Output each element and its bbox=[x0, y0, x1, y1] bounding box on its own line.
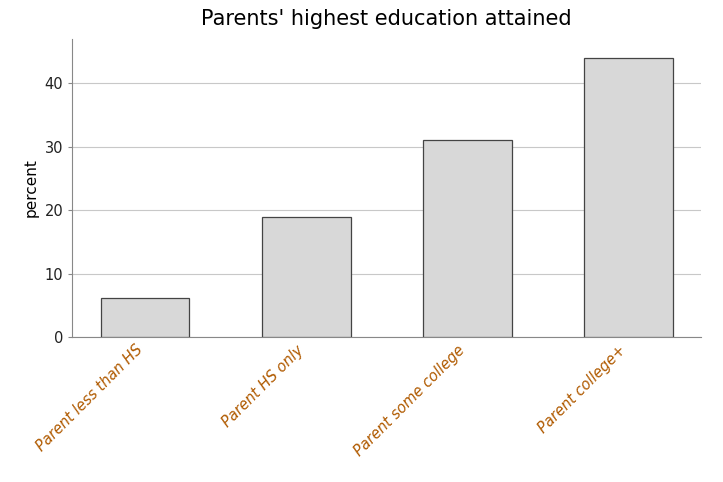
Bar bbox=[423, 140, 512, 337]
Bar bbox=[262, 216, 351, 337]
Y-axis label: percent: percent bbox=[24, 159, 39, 217]
Title: Parents' highest education attained: Parents' highest education attained bbox=[202, 9, 572, 28]
Bar bbox=[584, 58, 672, 337]
Bar bbox=[101, 298, 189, 337]
